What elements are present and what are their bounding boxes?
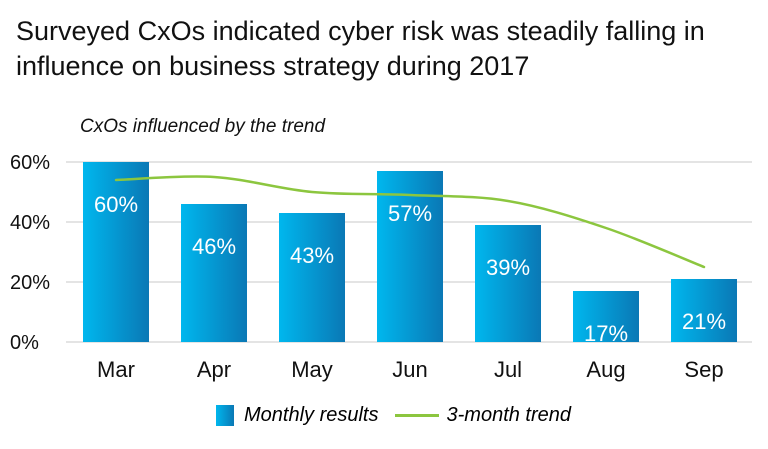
- x-tick-label: Sep: [684, 357, 723, 382]
- bar: [475, 225, 541, 342]
- y-tick-label: 0%: [10, 332, 39, 354]
- bar: [573, 291, 639, 342]
- legend-line-label: 3-month trend: [446, 403, 572, 426]
- bar: [279, 213, 345, 342]
- bar: [83, 162, 149, 342]
- bar: [377, 171, 443, 342]
- y-tick-label: 40%: [10, 212, 50, 234]
- bar: [671, 279, 737, 342]
- x-tick-label: Apr: [197, 357, 231, 382]
- legend-line-swatch: [394, 413, 439, 417]
- bar-value-label: 43%: [290, 243, 334, 268]
- x-tick-label: May: [291, 357, 333, 382]
- y-tick-label: 60%: [10, 152, 50, 174]
- bar-value-label: 39%: [486, 255, 530, 280]
- bar-value-label: 60%: [94, 192, 138, 217]
- y-tick-label: 20%: [10, 272, 50, 294]
- chart-subtitle: CxOs influenced by the trend: [80, 116, 326, 137]
- x-tick-label: Mar: [97, 357, 135, 382]
- bar-value-label: 21%: [682, 309, 726, 334]
- bar-value-label: 17%: [584, 321, 628, 346]
- legend-bar-label: Monthly results: [244, 403, 379, 426]
- x-tick-label: Aug: [586, 357, 625, 382]
- bar-value-label: 57%: [388, 201, 432, 226]
- bar-value-label: 46%: [192, 234, 236, 259]
- chart-legend: Monthly results 3-month trend: [216, 400, 571, 430]
- x-tick-label: Jul: [494, 357, 522, 382]
- bar: [181, 204, 247, 342]
- x-tick-label: Jun: [392, 357, 427, 382]
- chart-title: Surveyed CxOs indicated cyber risk was s…: [16, 16, 705, 81]
- legend-bar-swatch: [216, 404, 234, 426]
